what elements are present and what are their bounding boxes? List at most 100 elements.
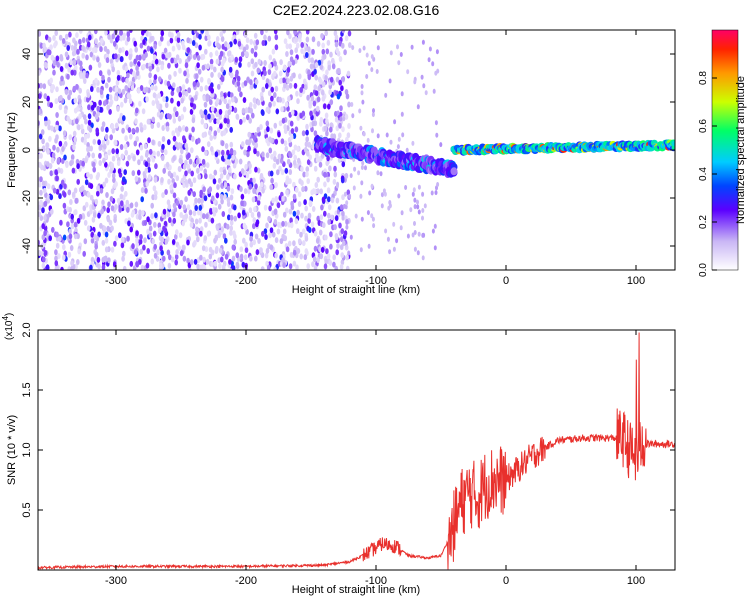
noise-cell bbox=[170, 90, 175, 97]
noise-cell bbox=[89, 51, 94, 58]
noise-cell bbox=[177, 165, 182, 172]
noise-cell bbox=[317, 59, 322, 66]
noise-cell bbox=[267, 35, 272, 42]
noise-cell bbox=[43, 200, 48, 207]
noise-cell bbox=[400, 210, 404, 216]
noise-cell bbox=[324, 30, 329, 37]
noise-cell bbox=[76, 178, 80, 185]
noise-cell bbox=[345, 265, 350, 270]
noise-cell bbox=[292, 133, 297, 139]
noise-cell bbox=[227, 91, 231, 98]
noise-cell bbox=[331, 57, 335, 64]
noise-cell bbox=[296, 98, 300, 105]
noise-cell bbox=[333, 171, 338, 178]
noise-cell bbox=[254, 166, 258, 173]
noise-cell bbox=[94, 77, 98, 84]
noise-cell bbox=[304, 141, 309, 148]
noise-cell bbox=[304, 205, 309, 212]
noise-cell bbox=[86, 225, 91, 232]
noise-cell bbox=[411, 232, 415, 238]
snr-chart: -300 -200 -100 0 100 0.51.01.52.0 Height of … bbox=[1, 313, 676, 596]
noise-cell bbox=[160, 249, 164, 256]
noise-cell bbox=[148, 79, 153, 86]
noise-cell bbox=[172, 192, 177, 199]
noise-cell bbox=[307, 217, 311, 224]
noise-cell bbox=[220, 76, 225, 83]
noise-cell bbox=[314, 62, 319, 68]
noise-cell bbox=[284, 145, 289, 152]
noise-cell bbox=[309, 63, 314, 70]
noise-cell bbox=[38, 181, 42, 188]
noise-cell bbox=[96, 256, 101, 263]
noise-cell bbox=[172, 117, 177, 124]
noise-cell bbox=[116, 69, 121, 76]
noise-cell bbox=[177, 115, 182, 122]
noise-cell bbox=[162, 167, 166, 174]
noise-cell bbox=[42, 256, 46, 263]
noise-cell bbox=[209, 99, 213, 106]
noise-cell bbox=[209, 208, 213, 215]
noise-cell bbox=[184, 142, 188, 149]
noise-cell bbox=[257, 211, 261, 218]
noise-cell bbox=[301, 130, 306, 137]
noise-cell bbox=[186, 204, 191, 211]
noise-cell bbox=[227, 214, 231, 221]
noise-cell bbox=[207, 77, 211, 84]
noise-cell bbox=[164, 189, 168, 195]
noise-cell bbox=[68, 31, 72, 38]
noise-cell bbox=[207, 113, 211, 120]
spectrogram-y-axis-label: Frequency (Hz) bbox=[6, 112, 18, 188]
noise-cell bbox=[334, 116, 339, 123]
noise-cell bbox=[336, 242, 340, 249]
noise-cell bbox=[151, 116, 156, 123]
noise-cell bbox=[330, 197, 335, 204]
noise-cell bbox=[215, 192, 220, 199]
noise-cell bbox=[413, 197, 417, 203]
noise-cell bbox=[233, 204, 237, 211]
noise-cell bbox=[210, 261, 215, 268]
noise-cell bbox=[62, 244, 66, 251]
noise-cell bbox=[114, 122, 119, 129]
noise-cell bbox=[252, 97, 257, 104]
noise-cell bbox=[288, 208, 293, 215]
noise-cell bbox=[210, 146, 214, 152]
noise-cell bbox=[436, 182, 440, 187]
noise-cell bbox=[113, 139, 118, 146]
noise-cell bbox=[334, 34, 339, 41]
noise-cell bbox=[67, 266, 71, 270]
noise-cell bbox=[192, 54, 197, 60]
noise-cell bbox=[50, 157, 55, 164]
noise-cell bbox=[255, 39, 260, 46]
noise-cell bbox=[219, 173, 224, 179]
noise-cell bbox=[194, 94, 198, 101]
noise-cell bbox=[239, 186, 243, 192]
noise-cell bbox=[248, 137, 252, 144]
noise-cell bbox=[184, 126, 189, 133]
noise-cell bbox=[139, 42, 144, 49]
noise-cell bbox=[61, 146, 65, 152]
noise-cell bbox=[194, 197, 198, 204]
noise-cell bbox=[287, 240, 292, 247]
noise-cell bbox=[358, 108, 362, 114]
noise-cell bbox=[117, 168, 122, 175]
noise-cell bbox=[179, 250, 184, 257]
noise-cell bbox=[344, 172, 349, 179]
noise-cell bbox=[274, 44, 279, 51]
noise-cell bbox=[306, 150, 310, 157]
noise-cell bbox=[141, 53, 146, 60]
noise-cell bbox=[327, 219, 331, 225]
noise-cell bbox=[242, 46, 247, 53]
noise-cell bbox=[95, 127, 99, 134]
noise-cell bbox=[266, 264, 271, 270]
noise-cell bbox=[70, 154, 75, 161]
noise-cell bbox=[145, 62, 150, 69]
noise-cell bbox=[254, 79, 259, 85]
noise-cell bbox=[299, 87, 304, 93]
noise-cell bbox=[434, 190, 438, 196]
noise-cell bbox=[39, 176, 43, 183]
noise-cell bbox=[105, 57, 110, 64]
noise-cell bbox=[266, 126, 270, 133]
noise-cell bbox=[181, 125, 186, 131]
noise-cell bbox=[179, 199, 184, 206]
noise-cell bbox=[244, 163, 248, 170]
